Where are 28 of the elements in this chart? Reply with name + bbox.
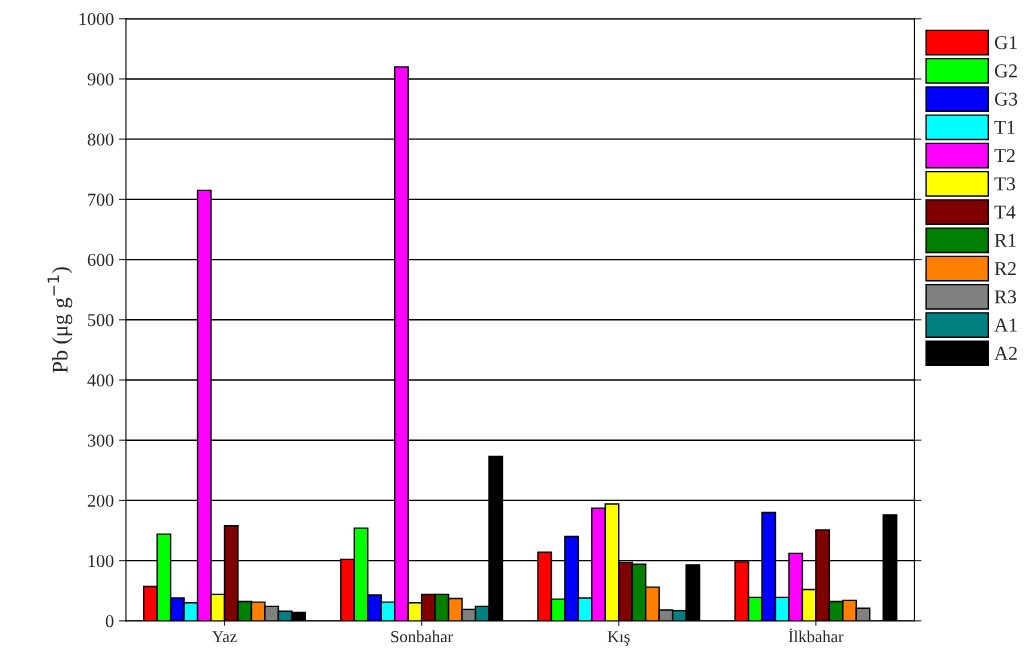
x-tick-label: Yaz (212, 631, 237, 643)
legend-label: G2 (994, 64, 1017, 78)
y-tick-label: 400 (87, 374, 114, 387)
y-tick-label: 1000 (79, 12, 114, 26)
y-tick-label: 300 (87, 434, 114, 447)
y-tick-label: 100 (88, 554, 114, 568)
y-tick-label: 800 (87, 133, 114, 146)
legend-label: R2 (994, 262, 1016, 275)
y-tick-label: 200 (87, 494, 114, 507)
legend-label: G3 (994, 92, 1018, 106)
y-tick-label: 0 (105, 615, 114, 628)
legend-label: G1 (994, 36, 1017, 50)
y-tick-label: 500 (88, 314, 114, 327)
legend-label: T2 (994, 149, 1015, 162)
legend-label: T1 (994, 120, 1015, 134)
y-tick-label: 900 (87, 73, 114, 86)
legend-label: T4 (994, 205, 1016, 219)
y-tick-label: 700 (88, 193, 114, 206)
y-axis-title: Pb (μg g$^{−1}$) (47, 267, 73, 373)
x-tick-label: İlkbahar (788, 628, 844, 643)
legend-label: R3 (994, 290, 1017, 304)
legend-label: T3 (994, 177, 1015, 191)
legend-label: A2 (994, 346, 1017, 360)
y-tick-label: 600 (87, 253, 114, 267)
x-tick-label: Sonbahar (391, 630, 453, 643)
legend-label: A1 (994, 318, 1017, 332)
legend-label: R1 (994, 233, 1016, 247)
x-tick-label: Kış (607, 631, 630, 646)
